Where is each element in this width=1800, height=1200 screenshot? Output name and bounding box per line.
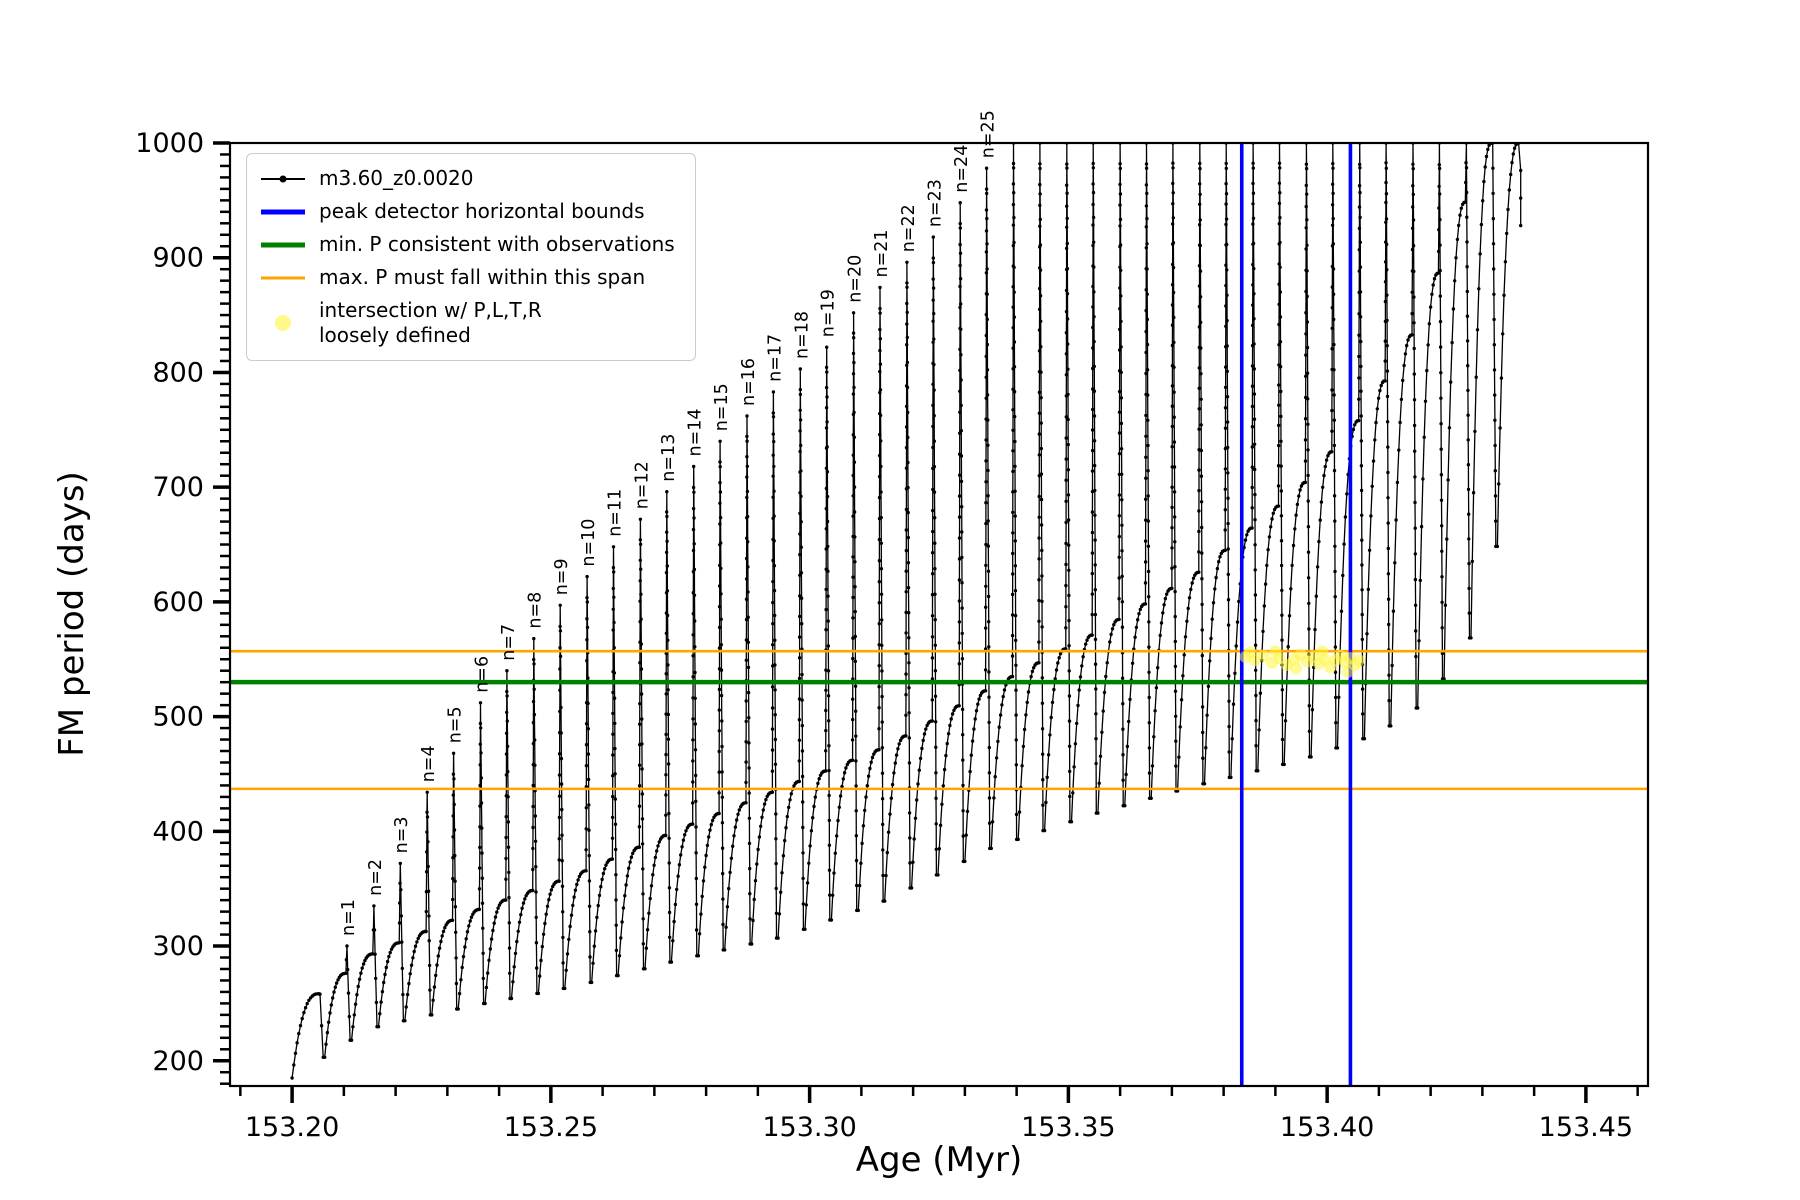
legend-label-peak-bounds: peak detector horizontal bounds (319, 199, 645, 223)
tick-labels: 153.20 153.25 153.30 153.35 153.40 153.45 200 3… (135, 128, 1633, 1143)
n-label: n=14 (686, 408, 706, 456)
legend-label-max-p: max. P must fall within this span (319, 265, 646, 289)
y-tick-label: 200 (152, 1046, 204, 1077)
n-label: n=22 (899, 204, 919, 252)
legend: m3.60_z0.0020 peak detector horizontal b… (246, 153, 696, 361)
y-tick-label: 800 (152, 357, 204, 388)
n-label: n=13 (659, 434, 679, 482)
n-label: n=16 (739, 358, 759, 406)
n-label: n=25 (979, 110, 999, 158)
n-label: n=9 (552, 558, 572, 595)
n-label: n=15 (712, 383, 732, 431)
y-tick-label: 400 (152, 816, 204, 847)
y-tick-label: 300 (152, 931, 204, 962)
legend-item-peak-bounds: peak detector horizontal bounds (259, 199, 675, 224)
n-label: n=17 (765, 334, 785, 382)
n-label: n=24 (952, 145, 972, 193)
legend-item-min-p: min. P consistent with observations (259, 232, 675, 257)
n-labels: n=1 n=2 n=3 n=4 n=5 n=6 n=7 n=8 n=9 n=10 n=11 n=12 n… (339, 110, 999, 936)
n-label: n=7 (499, 624, 519, 661)
y-tick-label: 500 (152, 702, 204, 733)
n-label: n=23 (925, 179, 945, 227)
reference-lines (230, 143, 1648, 1086)
orange-line-swatch (259, 266, 307, 290)
axes-spines (228, 141, 1650, 1088)
axis-ticks (213, 141, 1639, 1103)
n-label: n=19 (819, 289, 839, 337)
n-label: n=18 (792, 311, 812, 359)
yellow-marker-swatch (259, 311, 307, 335)
x-tick-label: 153.35 (1021, 1112, 1115, 1143)
y-tick-label: 900 (152, 243, 204, 274)
y-tick-label: 1000 (135, 128, 204, 159)
legend-item-max-p: max. P must fall within this span (259, 265, 675, 290)
x-tick-label: 153.30 (762, 1112, 856, 1143)
x-tick-label: 153.45 (1539, 1112, 1633, 1143)
legend-label-min-p: min. P consistent with observations (319, 232, 675, 256)
legend-label-intersection: intersection w/ P,L,T,R loosely defined (319, 298, 542, 347)
x-tick-label: 153.25 (504, 1112, 598, 1143)
y-tick-label: 600 (152, 587, 204, 618)
n-label: n=1 (339, 899, 359, 936)
n-label: n=10 (579, 519, 599, 567)
n-label: n=12 (632, 461, 652, 509)
intersection-scatter (1239, 645, 1366, 678)
blue-line-swatch (259, 200, 307, 224)
n-label: n=3 (392, 817, 412, 854)
n-label: n=8 (526, 592, 546, 629)
legend-item-intersection: intersection w/ P,L,T,R loosely defined (259, 298, 675, 348)
n-label: n=21 (872, 229, 892, 277)
n-label: n=11 (605, 489, 625, 537)
green-line-swatch (259, 233, 307, 257)
n-label: n=20 (846, 255, 866, 303)
n-label: n=4 (419, 745, 439, 782)
n-label: n=6 (472, 656, 492, 693)
legend-item-series: m3.60_z0.0020 (259, 166, 675, 191)
y-axis-label: FM period (days) (52, 471, 92, 757)
n-label: n=5 (446, 706, 466, 743)
series-line-swatch (259, 167, 307, 191)
n-label: n=2 (366, 859, 386, 896)
legend-label-series: m3.60_z0.0020 (319, 166, 474, 190)
y-tick-label: 700 (152, 472, 204, 503)
x-tick-label: 153.20 (245, 1112, 339, 1143)
x-axis-label: Age (Myr) (855, 1140, 1023, 1180)
x-tick-label: 153.40 (1280, 1112, 1374, 1143)
